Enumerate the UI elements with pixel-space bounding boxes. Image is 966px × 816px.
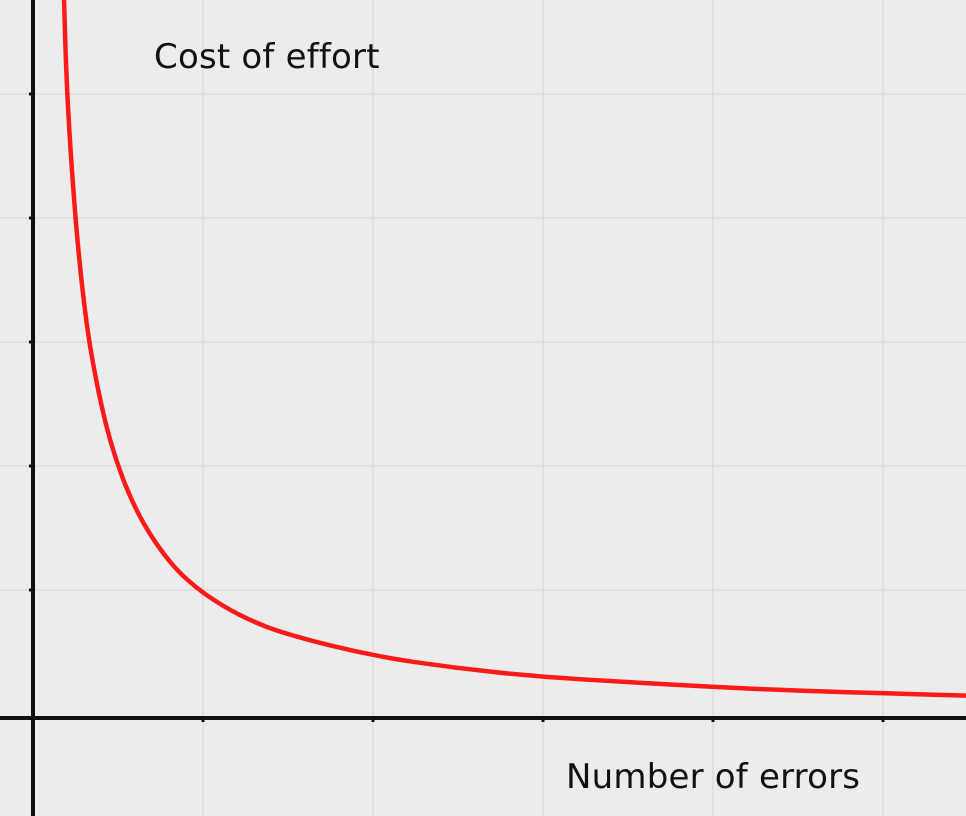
- y-axis-label: Cost of effort: [154, 37, 380, 77]
- x-axis-label: Number of errors: [566, 757, 861, 797]
- red-curve-line: [61, 0, 966, 698]
- curve-layer: [61, 0, 966, 698]
